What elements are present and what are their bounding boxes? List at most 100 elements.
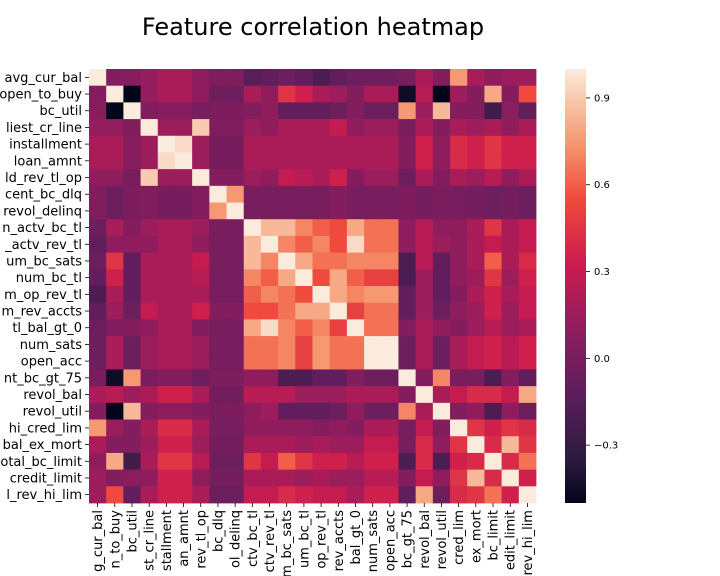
heatmap-cell [432, 369, 451, 387]
row-label: ld_rev_tl_op [5, 171, 82, 186]
heatmap-cell [450, 352, 468, 370]
heatmap-cell [381, 69, 399, 87]
heatmap-cell [501, 452, 520, 471]
heatmap-cell [415, 269, 434, 287]
heatmap-cell [381, 252, 399, 270]
heatmap-cell [346, 69, 365, 87]
heatmap-cell [501, 352, 520, 370]
heatmap-cell [106, 419, 124, 437]
heatmap-cell [106, 352, 124, 370]
heatmap-cell [398, 102, 417, 120]
heatmap-cell [432, 85, 451, 103]
heatmap-cell [278, 102, 296, 120]
heatmap-cell [243, 252, 262, 270]
heatmap-cell [89, 486, 107, 504]
heatmap-cell [226, 252, 245, 270]
heatmap-cell [484, 319, 503, 337]
heatmap-cell [346, 119, 365, 137]
heatmap-cell [260, 135, 279, 153]
heatmap-cell [381, 119, 399, 137]
heatmap-cell [346, 336, 365, 354]
heatmap-cell [89, 152, 107, 170]
heatmap-cell [450, 135, 468, 153]
heatmap-cell [192, 202, 210, 220]
row-label: revol_delinq [3, 204, 82, 219]
heatmap-cell [467, 419, 485, 437]
heatmap-cell [312, 269, 331, 287]
heatmap-cell [295, 319, 313, 337]
heatmap-cell [295, 252, 313, 270]
heatmap-cell [157, 386, 176, 404]
heatmap-cell [518, 352, 537, 370]
heatmap-cell [192, 352, 210, 370]
heatmap-cell [226, 486, 245, 504]
colorbar [565, 69, 586, 503]
heatmap-cell [123, 386, 141, 404]
heatmap-cell [243, 152, 262, 170]
heatmap-cell [346, 152, 365, 170]
heatmap-cell [192, 469, 210, 487]
heatmap-cell [518, 235, 537, 254]
heatmap-cell [484, 152, 503, 170]
heatmap-cell [226, 269, 245, 287]
heatmap-cell [174, 202, 193, 220]
heatmap-cell [123, 486, 141, 504]
heatmap-cell [123, 119, 141, 137]
heatmap-cell [226, 302, 245, 320]
heatmap-cell [174, 436, 193, 454]
column-label: ex_mort [469, 510, 484, 563]
heatmap-cell [518, 302, 537, 320]
heatmap-cell [123, 85, 141, 103]
heatmap-cell [140, 386, 159, 404]
heatmap-cell [364, 185, 382, 203]
heatmap-cell [123, 436, 141, 454]
heatmap-cell [106, 69, 124, 87]
heatmap-cell [329, 436, 348, 454]
colorbar-tick-label: 0.0 [594, 354, 610, 365]
heatmap-cell [501, 286, 520, 304]
heatmap-cell [226, 369, 245, 387]
heatmap-cell [312, 185, 331, 203]
heatmap-cell [226, 185, 245, 203]
heatmap-cell [278, 336, 296, 354]
heatmap-cell [415, 202, 434, 220]
heatmap-cell [89, 469, 107, 487]
heatmap-cell [501, 235, 520, 254]
heatmap-cell [484, 219, 503, 237]
heatmap-cell [192, 319, 210, 337]
heatmap-cell [89, 252, 107, 270]
column-label: ctv_bc_tl [246, 510, 261, 567]
heatmap-cell [364, 319, 382, 337]
column-label: rev_accts [332, 510, 347, 572]
heatmap-cell [140, 202, 159, 220]
heatmap-cell [415, 452, 434, 471]
colorbar-tick-label: 0.3 [594, 267, 610, 278]
heatmap-cell [106, 185, 124, 203]
heatmap-cell [260, 185, 279, 203]
heatmap-cell [295, 386, 313, 404]
heatmap-cell [467, 302, 485, 320]
heatmap-cell [140, 269, 159, 287]
heatmap-cell [415, 85, 434, 103]
heatmap-cell [295, 202, 313, 220]
heatmap-cell [89, 336, 107, 354]
heatmap-cell [106, 235, 124, 254]
heatmap-cell [226, 102, 245, 120]
heatmap-cell [123, 369, 141, 387]
heatmap-cell [106, 269, 124, 287]
heatmap-cell [209, 235, 227, 254]
heatmap-cell [260, 452, 279, 471]
heatmap-cell [260, 369, 279, 387]
heatmap-cell [157, 269, 176, 287]
heatmap-cell [450, 319, 468, 337]
heatmap-cell [398, 319, 417, 337]
heatmap-cell [157, 185, 176, 203]
heatmap-cell [329, 152, 348, 170]
heatmap-cell [243, 135, 262, 153]
heatmap-cell [157, 469, 176, 487]
heatmap-cell [157, 286, 176, 304]
heatmap-cell [174, 452, 193, 471]
heatmap-cell [295, 486, 313, 504]
